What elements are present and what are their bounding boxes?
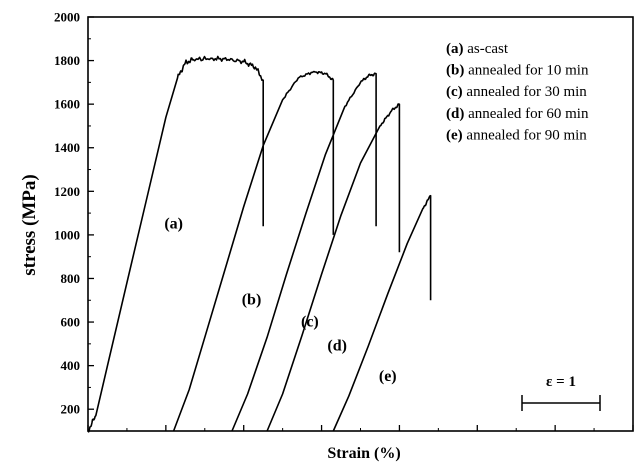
y-axis-ticks: 200 400 600 800 1000 1200 1400 1600 1800 2000 [54,10,94,417]
legend: (a) as-cast(b) annealed for 10 min(c) an… [446,41,589,143]
legend-entry: (a) as-cast [446,41,509,57]
curve-labels: (a) (b) (c) (d) (e) [164,215,396,385]
legend-entry: (c) annealed for 30 min [446,84,587,100]
curve-d [266,103,401,432]
curve-label-e: (e) [379,368,397,385]
x-axis-ticks [87,425,634,431]
legend-key: (b) [446,63,464,79]
curve-label-d: (d) [327,337,347,354]
x-axis-title: Strain (%) [327,445,400,462]
y-tick-label: 400 [61,358,81,373]
y-tick-label: 800 [61,271,81,286]
legend-label: annealed for 10 min [464,63,589,79]
legend-key: (a) [446,41,464,57]
legend-entry: (e) annealed for 90 min [446,127,587,143]
legend-label: annealed for 30 min [463,84,588,100]
curve-label-c: (c) [301,313,319,330]
curve-e [332,194,432,432]
legend-key: (c) [446,84,463,100]
y-axis-title: stress (MPa) [19,174,40,275]
legend-label: annealed for 90 min [463,127,588,143]
curve-c [231,72,377,432]
y-tick-label: 1000 [54,227,80,242]
y-tick-label: 1800 [54,53,80,68]
curves [87,55,432,433]
legend-label: as-cast [464,41,509,57]
y-tick-label: 200 [61,402,81,417]
scale-bar-label: ε = 1 [546,374,576,390]
y-tick-label: 600 [61,315,81,330]
legend-entry: (b) annealed for 10 min [446,63,589,79]
legend-label: annealed for 60 min [464,106,589,122]
curve-b [172,70,335,432]
scale-bar: ε = 1 [521,374,601,411]
y-tick-label: 2000 [54,10,80,25]
y-tick-label: 1600 [54,97,80,112]
legend-key: (e) [446,127,463,143]
legend-key: (d) [446,106,464,122]
curve-label-b: (b) [242,292,262,309]
y-tick-label: 1200 [54,184,80,199]
curve-a [87,55,264,433]
curve-label-a: (a) [164,215,183,232]
legend-entry: (d) annealed for 60 min [446,106,589,122]
y-tick-label: 1400 [54,140,80,155]
